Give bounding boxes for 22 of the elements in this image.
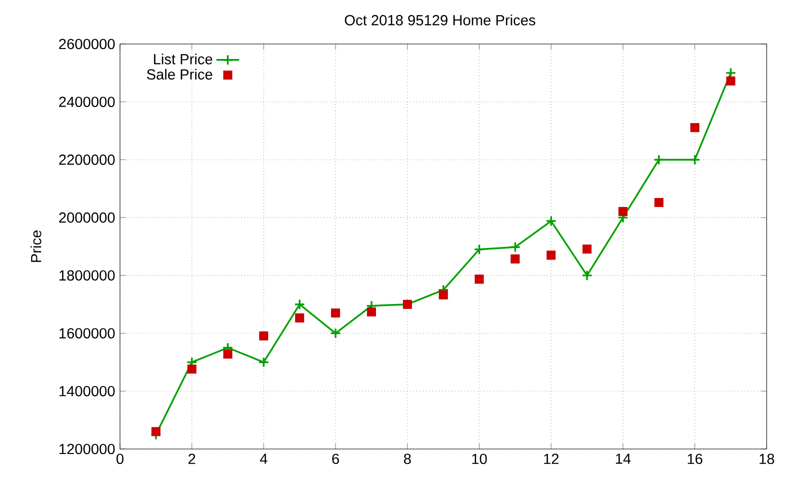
x-tick-label: 12 (544, 454, 559, 464)
y-tick-label: 1200000 (60, 444, 115, 454)
x-tick-label: 14 (616, 454, 631, 464)
x-tick-label: 8 (404, 454, 411, 464)
legend-label: Sale Price (146, 68, 212, 80)
y-tick-label: 1400000 (60, 386, 115, 396)
chart-title: Oct 2018 95129 Home Prices (344, 14, 536, 26)
y-axis-title: Price (30, 230, 42, 262)
legend-label: List Price (154, 54, 212, 64)
y-tick-label: 2600000 (59, 38, 115, 50)
y-tick-label: 1800000 (60, 270, 115, 281)
x-tick-label: 2 (188, 454, 196, 464)
y-tick-label: 2000000 (59, 212, 115, 223)
x-tick-label: 16 (688, 454, 702, 464)
x-tick-label: 10 (472, 454, 487, 464)
x-tick-label: 18 (760, 454, 774, 464)
y-tick-label: 2400000 (59, 96, 115, 108)
x-tick-label: 4 (260, 454, 268, 464)
x-tick-label: 0 (116, 454, 124, 464)
x-tick-label: 6 (332, 454, 339, 464)
y-tick-label: 2200000 (59, 154, 115, 165)
y-tick-label: 1600000 (60, 328, 115, 338)
